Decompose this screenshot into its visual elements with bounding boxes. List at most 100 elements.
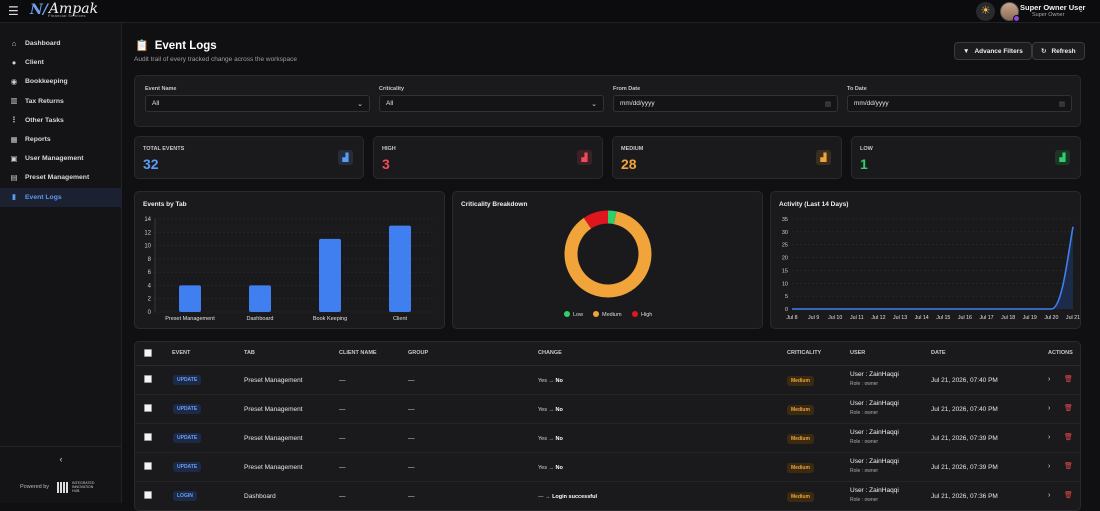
change-to: No <box>555 436 563 442</box>
user-cell: User : ZainHaqqi <box>850 371 899 378</box>
y-tick-label: 10 <box>782 281 788 287</box>
bar <box>389 225 411 312</box>
chevron-down-icon[interactable]: ⌄ <box>1078 7 1084 14</box>
change-from: Yes <box>538 465 547 471</box>
to-date-value: mm/dd/yyyy <box>854 100 889 107</box>
col-tab[interactable]: TAB <box>244 350 255 356</box>
calendar-icon[interactable]: ▤ <box>1058 100 1065 108</box>
event-name-select[interactable]: All ⌄ <box>145 95 370 112</box>
stat-value: 1 <box>860 156 868 172</box>
row-checkbox[interactable] <box>144 491 152 499</box>
chart-title: Activity (Last 14 Days) <box>779 201 849 208</box>
table-row[interactable]: UPDATE Preset Management — — Yes → No Medium U… <box>135 453 1080 482</box>
chevron-right-icon[interactable]: › <box>1048 405 1051 412</box>
criticality-filter: Criticality All ⌄ <box>379 86 604 112</box>
row-checkbox[interactable] <box>144 462 152 470</box>
menu-icon[interactable]: ☰ <box>8 4 19 18</box>
chevron-right-icon[interactable]: › <box>1048 492 1051 499</box>
sidebar-item-reports[interactable]: ▦ Reports <box>0 130 122 149</box>
event-name-filter: Event Name All ⌄ <box>145 86 370 112</box>
to-date-label: To Date <box>847 86 867 92</box>
users-icon: ▣ <box>10 153 18 163</box>
tab-cell: Dashboard <box>244 493 276 500</box>
criticality-badge: Medium <box>787 405 814 415</box>
tab-cell: Preset Management <box>244 377 303 384</box>
trash-icon[interactable]: 🗑 <box>1064 463 1073 470</box>
col-event[interactable]: EVENT <box>172 350 191 356</box>
col-group[interactable]: GROUP <box>408 350 429 356</box>
to-date-input[interactable]: mm/dd/yyyy ▤ <box>847 95 1072 112</box>
legend-label: High <box>641 312 652 318</box>
chevron-right-icon[interactable]: › <box>1048 376 1051 383</box>
x-tick-label: Jul 10 <box>828 315 842 321</box>
chevron-right-icon[interactable]: › <box>1048 434 1051 441</box>
x-tick-label: Jul 20 <box>1044 315 1058 321</box>
col-criticality[interactable]: CRITICALITY <box>787 350 822 356</box>
sidebar-item-other-tasks[interactable]: ⋮ Other Tasks <box>0 111 122 130</box>
trash-icon[interactable]: 🗑 <box>1064 405 1073 412</box>
filters-panel: Event Name All ⌄ Criticality All ⌄ From Da… <box>134 75 1081 127</box>
criticality-select[interactable]: All ⌄ <box>379 95 604 112</box>
x-tick-label: Dashboard <box>247 316 274 322</box>
change-cell: Yes → No <box>538 407 563 413</box>
refresh-button[interactable]: ↻ Refresh <box>1032 42 1085 60</box>
stat-label: HIGH <box>382 146 396 152</box>
events-by-tab-chart: 0 2 4 6 8 10 12 14 Preset Management Dashboard Boo… <box>144 217 435 322</box>
table-row[interactable]: UPDATE Preset Management — — Yes → No Medium U… <box>135 395 1080 424</box>
client-cell: — <box>339 493 346 500</box>
group-cell: — <box>408 377 415 384</box>
bar-chart-icon: ▟ <box>577 150 592 165</box>
avatar[interactable] <box>1000 2 1020 22</box>
row-checkbox[interactable] <box>144 404 152 412</box>
stat-value: 28 <box>621 156 637 172</box>
sidebar-item-label: Reports <box>25 136 51 144</box>
row-checkbox[interactable] <box>144 433 152 441</box>
sidebar-item-client[interactable]: ● Client <box>0 53 122 72</box>
select-all-checkbox[interactable] <box>144 349 152 357</box>
table-row[interactable]: LOGIN Dashboard — — — → Login successful Medi… <box>135 482 1080 510</box>
theme-toggle-sun-icon[interactable]: ☀ <box>976 2 995 21</box>
col-change[interactable]: CHANGE <box>538 350 562 356</box>
chevron-left-icon: ‹ <box>59 454 63 464</box>
calendar-icon[interactable]: ▤ <box>824 100 831 108</box>
sidebar-item-user-management[interactable]: ▣ User Management <box>0 149 122 168</box>
table-row[interactable]: UPDATE Preset Management — — Yes → No Medium U… <box>135 424 1080 453</box>
sidebar-item-dashboard[interactable]: ⌂ Dashboard <box>0 34 122 53</box>
stat-card-total-events: TOTAL EVENTS 32 ▟ <box>134 136 364 179</box>
sidebar-item-tax-returns[interactable]: ▥ Tax Returns <box>0 92 122 111</box>
page-subtitle: Audit trail of every tracked change acro… <box>134 56 297 63</box>
user-role: Super Owner <box>1032 12 1065 18</box>
row-checkbox[interactable] <box>144 375 152 383</box>
client-cell: — <box>339 464 346 471</box>
x-tick-label: Preset Management <box>165 316 215 322</box>
collapse-sidebar-button[interactable]: ‹ <box>0 446 122 470</box>
home-icon: ⌂ <box>11 38 17 48</box>
client-cell: — <box>339 406 346 413</box>
x-tick-label: Jul 14 <box>915 315 929 321</box>
event-name-value: All <box>152 100 160 107</box>
change-to: No <box>555 378 563 384</box>
table-row[interactable]: UPDATE Preset Management — — Yes → No Medium U… <box>135 366 1080 395</box>
trash-icon[interactable]: 🗑 <box>1064 492 1073 499</box>
change-from: — <box>538 494 544 500</box>
sidebar-item-bookkeeping[interactable]: ◉ Bookkeeping <box>0 72 122 91</box>
legend-swatch <box>632 311 638 317</box>
chevron-right-icon[interactable]: › <box>1048 463 1051 470</box>
trash-icon[interactable]: 🗑 <box>1064 376 1073 383</box>
col-client-name[interactable]: CLIENT NAME <box>339 350 377 356</box>
sidebar-item-preset-management[interactable]: ▤ Preset Management <box>0 168 122 187</box>
from-date-input[interactable]: mm/dd/yyyy ▤ <box>613 95 838 112</box>
col-date[interactable]: DATE <box>931 350 946 356</box>
advance-filters-button[interactable]: ▼ Advance Filters <box>954 42 1032 60</box>
criticality-badge: Medium <box>787 376 814 386</box>
user-name[interactable]: Super Owner User <box>1020 3 1086 12</box>
col-user[interactable]: USER <box>850 350 866 356</box>
x-tick-label: Jul 19 <box>1023 315 1037 321</box>
brand-logo[interactable]: N/ Ampak Financial Services <box>30 0 98 22</box>
event-badge: UPDATE <box>173 433 202 443</box>
y-tick-label: 12 <box>144 230 151 236</box>
bar-chart-icon: ▟ <box>338 150 353 165</box>
x-tick-label: Jul 18 <box>1001 315 1015 321</box>
trash-icon[interactable]: 🗑 <box>1064 434 1073 441</box>
sidebar-item-event-logs[interactable]: ▮ Event Logs <box>0 187 122 207</box>
